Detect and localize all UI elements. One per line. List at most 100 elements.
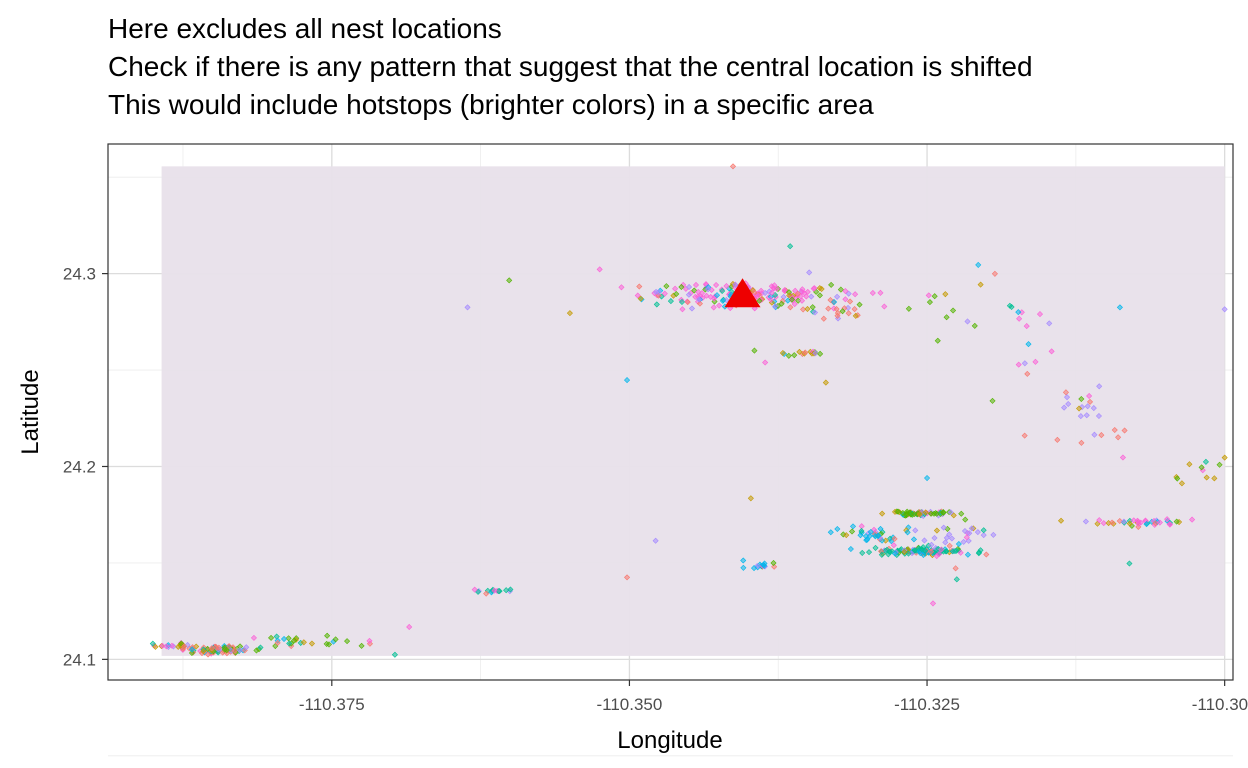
data-point — [831, 299, 838, 306]
data-point — [713, 292, 721, 299]
data-point — [905, 305, 912, 312]
data-point — [828, 281, 835, 288]
data-point — [678, 283, 685, 291]
density-background — [161, 166, 1225, 656]
data-point — [787, 304, 794, 311]
data-point — [960, 538, 967, 545]
data-point — [858, 527, 865, 534]
data-point — [703, 292, 710, 299]
data-point — [1021, 432, 1028, 439]
data-point — [1032, 358, 1039, 365]
data-point — [286, 640, 293, 647]
data-point — [851, 306, 858, 313]
data-point — [980, 527, 987, 534]
data-point — [811, 309, 819, 316]
data-point — [802, 349, 809, 356]
data-point — [1100, 520, 1107, 527]
data-point — [1061, 404, 1068, 411]
data-point — [159, 642, 166, 649]
data-point — [875, 533, 882, 540]
data-point — [820, 315, 827, 322]
data-point — [796, 348, 803, 355]
data-point — [949, 548, 956, 555]
data-point — [877, 289, 884, 296]
data-point — [964, 318, 971, 325]
data-point — [827, 296, 834, 304]
title-line-3: This would include hotstops (brighter co… — [108, 89, 874, 120]
data-point — [324, 632, 331, 639]
data-point — [366, 637, 373, 644]
data-point — [786, 292, 793, 299]
data-point — [869, 289, 876, 296]
data-point — [184, 641, 191, 648]
title-line-2: Check if there is any pattern that sugge… — [108, 51, 1033, 82]
y-tick-label: 24.1 — [63, 650, 96, 669]
data-point — [955, 540, 962, 548]
data-point — [653, 301, 660, 308]
data-point — [921, 537, 928, 544]
data-point — [1015, 361, 1022, 368]
data-point — [781, 287, 788, 294]
data-point — [406, 623, 413, 630]
data-point — [729, 163, 737, 170]
data-point — [849, 523, 857, 530]
data-point — [740, 557, 747, 564]
data-point — [692, 281, 700, 288]
data-point — [849, 528, 856, 535]
data-point — [940, 509, 947, 516]
plot-border — [107, 143, 1234, 681]
x-tick-label: -110.375 — [299, 695, 365, 714]
data-point — [1166, 521, 1173, 528]
data-point — [825, 305, 832, 312]
data-point — [953, 576, 960, 583]
data-point — [1065, 401, 1072, 408]
data-point — [958, 510, 965, 517]
data-point — [1109, 519, 1116, 526]
data-point — [1116, 518, 1123, 525]
data-point — [344, 638, 351, 645]
data-point — [948, 535, 955, 542]
data-point — [740, 564, 747, 571]
data-point — [833, 305, 840, 313]
data-point — [1083, 412, 1090, 419]
data-point — [464, 304, 471, 311]
data-point — [732, 281, 739, 288]
data-point — [208, 645, 215, 652]
data-point — [942, 539, 949, 546]
data-point — [1178, 480, 1185, 487]
data-point — [503, 587, 510, 594]
data-point — [1126, 560, 1133, 567]
data-point — [673, 291, 680, 298]
data-point — [1156, 519, 1163, 526]
data-point — [637, 295, 644, 302]
data-point — [1115, 434, 1122, 441]
data-point — [961, 528, 968, 535]
data-point — [751, 347, 758, 354]
data-point — [672, 285, 679, 292]
data-point — [806, 269, 813, 276]
data-point — [918, 546, 925, 553]
data-point — [842, 288, 849, 295]
data-point — [1046, 320, 1053, 327]
data-point — [152, 643, 159, 650]
data-point — [928, 541, 935, 548]
data-point — [933, 510, 940, 517]
data-point — [907, 511, 914, 518]
data-point — [751, 565, 758, 572]
y-axis-title: Latitude — [17, 369, 44, 454]
data-point — [890, 542, 897, 549]
data-point — [667, 298, 674, 305]
data-point — [990, 531, 997, 538]
data-point — [968, 525, 975, 532]
data-point — [679, 306, 686, 313]
data-point — [223, 647, 230, 654]
data-point — [175, 643, 182, 650]
data-point — [756, 297, 763, 304]
data-point — [980, 532, 987, 539]
data-point — [799, 286, 806, 293]
data-point — [685, 291, 692, 298]
data-point — [943, 534, 950, 541]
data-point — [966, 530, 973, 537]
data-point — [212, 643, 219, 650]
